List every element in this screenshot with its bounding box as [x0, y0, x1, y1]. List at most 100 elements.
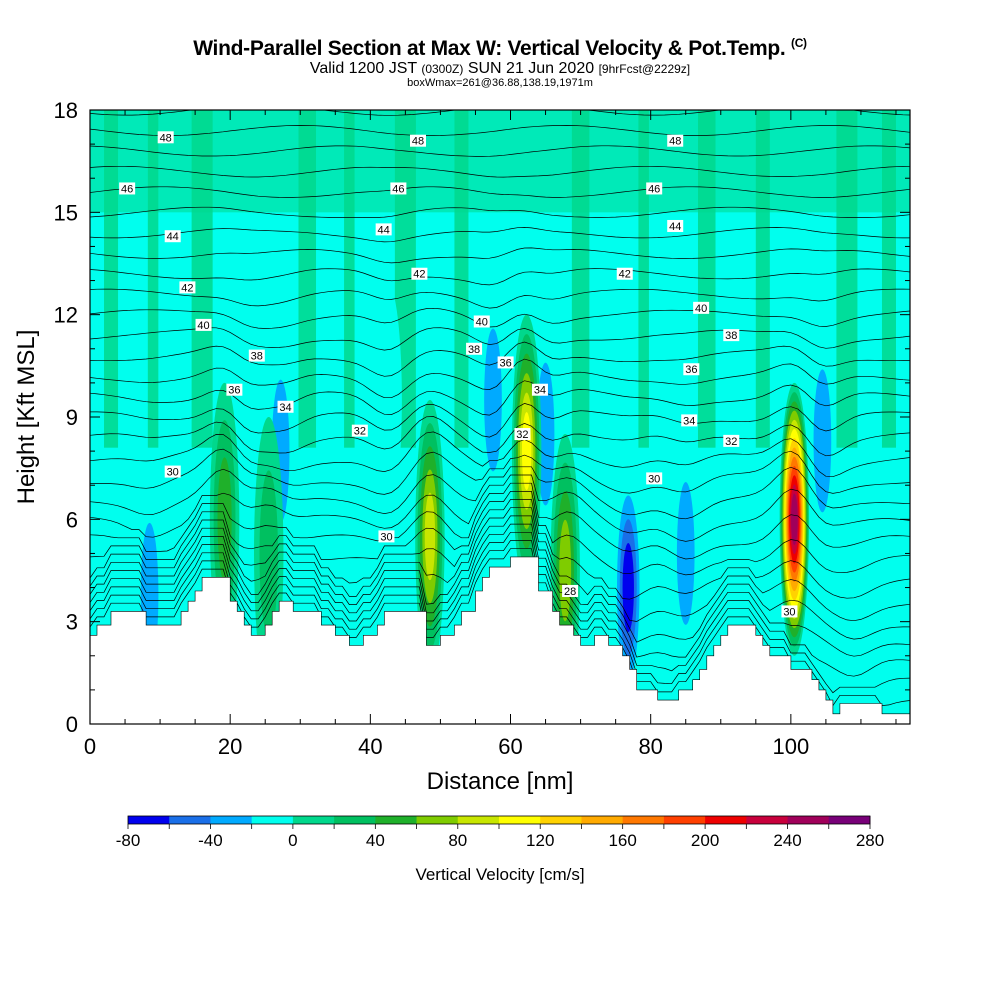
- updraft-cell: [791, 493, 798, 545]
- svg-text:36: 36: [499, 357, 511, 369]
- isentrope-line: [90, 474, 910, 542]
- contour-label: 46: [119, 182, 136, 195]
- isentrope-line: [90, 431, 910, 478]
- chart-subtitle-max: boxWmax=261@36.88,138.19,1971m: [407, 77, 593, 89]
- updraft-cell: [559, 519, 572, 622]
- colorbar-tick-label: -80: [116, 831, 141, 850]
- svg-text:40: 40: [695, 303, 707, 315]
- contour-label: 30: [646, 472, 663, 485]
- plot-area: 48 48 48 46 46 46 44 44 44 42 42 42 40 40 40 38 38 38 36 36…: [90, 110, 910, 724]
- svg-text:30: 30: [783, 606, 795, 618]
- contour-label: 32: [514, 428, 531, 441]
- contour-label: 46: [646, 182, 663, 195]
- updraft-cell: [424, 492, 436, 581]
- colorbar-tick-label: 40: [366, 831, 385, 850]
- contour-label: 40: [195, 318, 212, 332]
- colorbar-swatch: [210, 816, 253, 824]
- x-tick-label: 100: [772, 734, 809, 759]
- contour-label: 36: [497, 356, 514, 369]
- colorbar-tick-label: 0: [288, 831, 297, 850]
- contour-label: 38: [466, 342, 483, 356]
- contour-label: 28: [562, 584, 579, 598]
- svg-text:48: 48: [412, 136, 424, 148]
- contour-label: 34: [681, 414, 698, 427]
- colorbar-swatch: [705, 816, 747, 824]
- svg-text:38: 38: [468, 344, 480, 356]
- isentrope-line: [90, 491, 910, 576]
- isentrope-line: [90, 327, 910, 351]
- x-tick-label: 0: [84, 734, 96, 759]
- updraft-cell: [259, 470, 278, 637]
- isentrope-line: [90, 268, 910, 286]
- subtitle-zulu: (0300Z): [421, 62, 464, 76]
- colorbar-tick-label: -40: [198, 831, 223, 850]
- velocity-cells: [135, 283, 868, 724]
- isentrope-line: [90, 507, 910, 622]
- weak-updraft-band: [638, 110, 649, 448]
- svg-text:32: 32: [516, 429, 528, 441]
- colorbar-tick-label: 280: [856, 831, 884, 850]
- subtitle-date: SUN 21 Jun 2020: [467, 60, 595, 77]
- svg-text:38: 38: [725, 330, 737, 342]
- svg-text:28: 28: [564, 586, 576, 598]
- svg-text:32: 32: [725, 436, 737, 448]
- isentrope-line: [90, 416, 910, 457]
- colorbar-swatch: [416, 816, 459, 824]
- svg-text:30: 30: [167, 467, 179, 479]
- contour-label: 40: [693, 301, 710, 315]
- svg-text:46: 46: [392, 183, 404, 195]
- velocity-field: [90, 110, 910, 448]
- colorbar-tick-label: 240: [773, 831, 801, 850]
- isentrope-line: [90, 531, 910, 677]
- isentrope-line: [90, 403, 910, 438]
- contour-label: 42: [616, 267, 633, 281]
- svg-text:36: 36: [228, 385, 240, 397]
- x-tick-label: 80: [638, 734, 662, 759]
- svg-text:32: 32: [354, 426, 366, 438]
- isentrope-line: [90, 540, 910, 694]
- isentrope-line: [90, 466, 910, 520]
- svg-text:44: 44: [167, 231, 179, 243]
- contour-label: 48: [410, 134, 426, 148]
- subtitle-valid: Valid 1200 JST: [309, 60, 417, 77]
- svg-text:40: 40: [197, 320, 209, 332]
- isentrope-line: [90, 307, 910, 329]
- svg-text:30: 30: [648, 473, 660, 485]
- svg-text:46: 46: [121, 183, 133, 195]
- colorbar-title: Vertical Velocity [cm/s]: [415, 865, 584, 884]
- colorbar-swatch: [457, 816, 500, 824]
- contour-label: 30: [781, 605, 798, 618]
- svg-text:40: 40: [476, 316, 488, 328]
- isentrope-line: [90, 499, 910, 600]
- contour-labels: 48 48 48 46 46 46 44 44 44 42 42 42 40 40 40 38 38 38 36 36…: [119, 131, 798, 618]
- isentrope-line: [90, 288, 910, 309]
- isentrope-line: [90, 482, 910, 560]
- downdraft-cell: [622, 542, 634, 633]
- svg-text:48: 48: [160, 132, 172, 144]
- downdraft-cell: [373, 283, 402, 516]
- contour-label: 48: [667, 134, 684, 148]
- svg-text:44: 44: [669, 221, 681, 233]
- chart-title-text: Wind-Parallel Section at Max W: Vertical…: [193, 37, 786, 60]
- contour-label: 44: [164, 230, 181, 243]
- isentrope-line: [90, 448, 910, 495]
- downdraft-cell: [839, 556, 868, 724]
- colorbar-swatch: [334, 816, 376, 824]
- downdraft-cell: [676, 481, 695, 625]
- svg-text:48: 48: [669, 136, 681, 148]
- downdraft-cell: [484, 328, 502, 472]
- colorbar-swatch: [746, 816, 789, 824]
- svg-text:46: 46: [648, 183, 660, 195]
- isentrope-line: [90, 125, 910, 136]
- y-tick-label: 18: [54, 98, 78, 123]
- isentrope-line: [90, 247, 910, 264]
- y-axis-title: Height [Kft MSL]: [13, 330, 40, 505]
- contour-label: 44: [667, 219, 684, 233]
- colorbar-swatch: [663, 816, 706, 824]
- colorbar-swatch: [128, 816, 170, 824]
- y-tick-label: 3: [66, 610, 78, 635]
- contour-label: 42: [179, 281, 196, 294]
- x-tick-label: 60: [498, 734, 522, 759]
- contour-label: 40: [473, 315, 490, 328]
